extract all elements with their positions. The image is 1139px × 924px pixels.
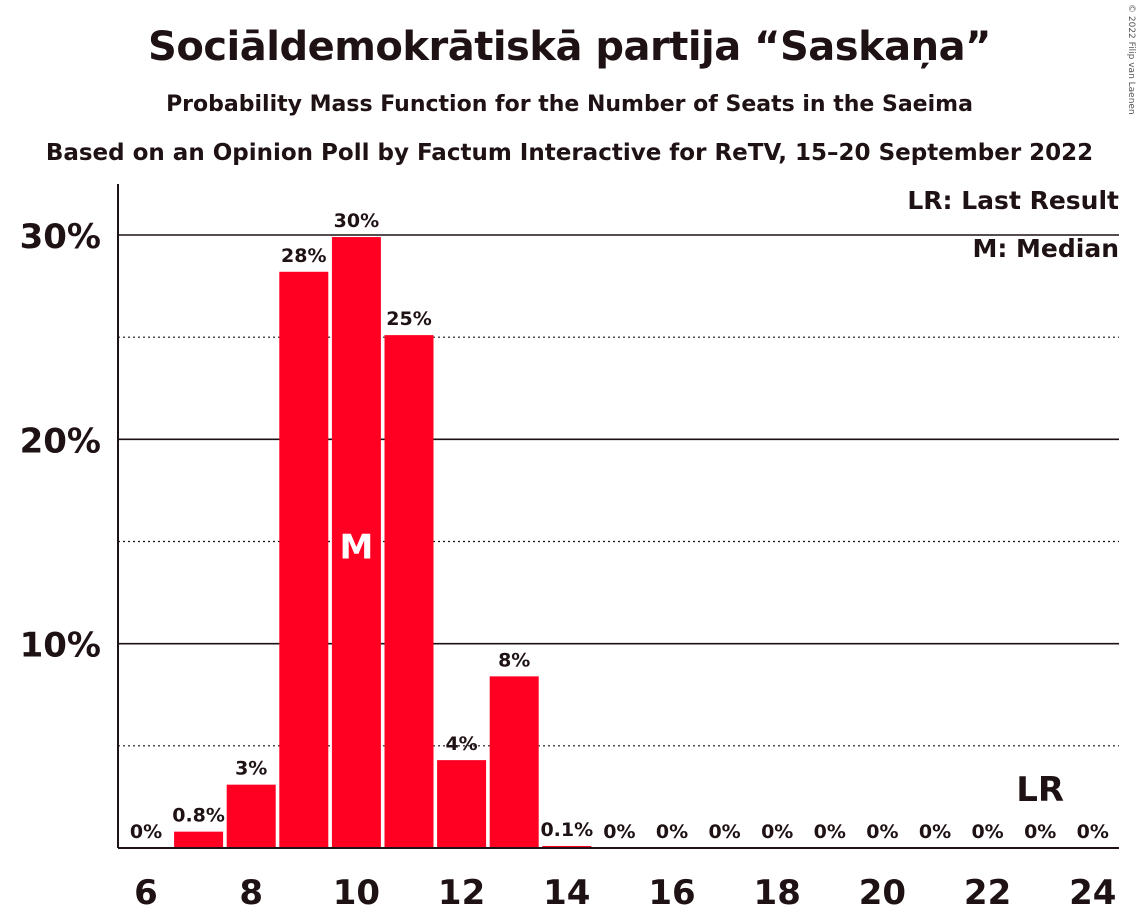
bar-value-label: 0% [761, 821, 793, 843]
bar-value-label: 0% [1024, 821, 1056, 843]
y-tick-label: 30% [20, 217, 101, 257]
bar [437, 760, 486, 848]
bar-value-label: 0% [919, 821, 951, 843]
x-tick-label: 6 [134, 873, 158, 913]
bar-value-label: 0.8% [172, 805, 225, 827]
bar-value-label: 0% [130, 821, 162, 843]
bar-value-label: 0% [1077, 821, 1109, 843]
bars [174, 237, 591, 848]
bar-value-label: 0% [708, 821, 740, 843]
bar [279, 272, 328, 848]
median-marker: M [339, 528, 373, 568]
bar-value-label: 0% [971, 821, 1003, 843]
x-tick-label: 22 [964, 873, 1011, 913]
x-tick-label: 10 [333, 873, 380, 913]
last-result-marker: LR [1016, 770, 1064, 810]
bar-value-label: 0.1% [540, 819, 593, 841]
bar-value-label: 4% [445, 733, 477, 755]
bar-value-label: 25% [386, 308, 431, 330]
bar [385, 335, 434, 848]
gridlines [118, 235, 1119, 746]
x-tick-label: 18 [754, 873, 801, 913]
bar-value-label: 30% [334, 210, 379, 232]
x-tick-label: 14 [543, 873, 590, 913]
bar [227, 785, 276, 848]
x-tick-label: 24 [1069, 873, 1116, 913]
bar-value-label: 28% [281, 245, 326, 267]
bar-value-label: 0% [866, 821, 898, 843]
bar-value-label: 3% [235, 758, 267, 780]
axes [118, 184, 1119, 848]
x-tick-label: 8 [239, 873, 263, 913]
x-tick-label: 20 [859, 873, 906, 913]
x-tick-label: 12 [438, 873, 485, 913]
bar [490, 676, 539, 848]
bar-value-label: 8% [498, 649, 530, 671]
x-tick-label: 16 [648, 873, 695, 913]
bar-value-label: 0% [603, 821, 635, 843]
bar-value-label: 0% [814, 821, 846, 843]
bar [174, 832, 223, 848]
y-tick-label: 10% [20, 626, 101, 666]
y-tick-label: 20% [20, 421, 101, 461]
bar-value-label: 0% [656, 821, 688, 843]
bar-labels: 0% 0.8% 3% 28% 30% 25% 4% 8% 0.1% 0% 0% 0% 0% 0% 0% 0% 0… [130, 210, 1109, 843]
